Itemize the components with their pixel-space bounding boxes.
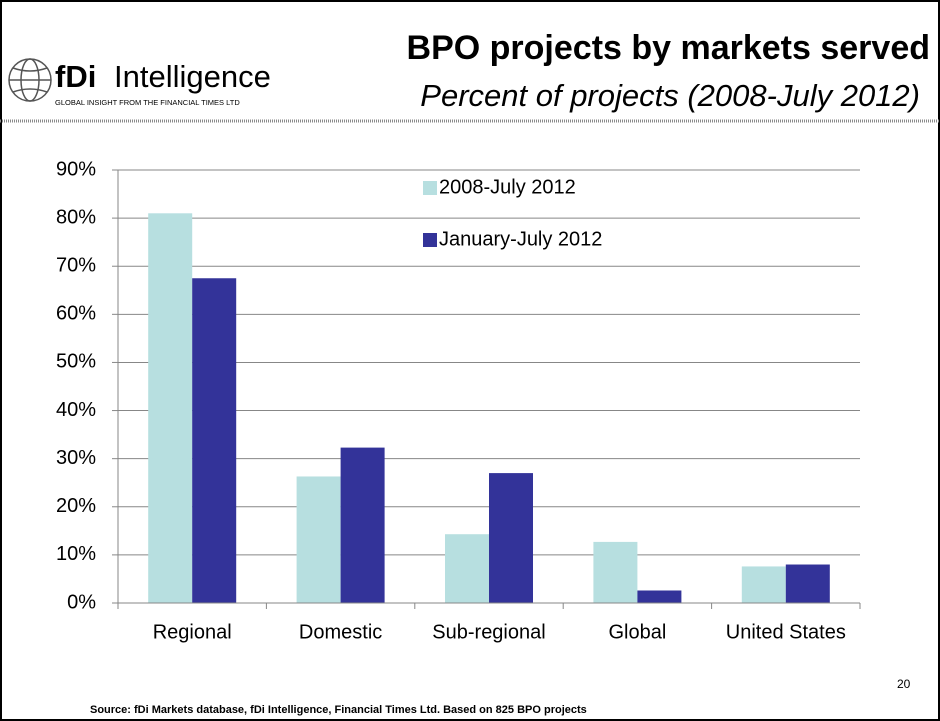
y-tick-label: 0%: [67, 591, 96, 613]
x-tick-label: Sub-regional: [432, 621, 545, 643]
chart-title: BPO projects by markets served: [407, 29, 930, 67]
logo-name: Intelligence: [114, 59, 271, 94]
bar: [445, 534, 489, 603]
legend-swatch: [423, 233, 437, 247]
legend-label: January-July 2012: [439, 228, 602, 250]
source-note: Source: fDi Markets database, fDi Intell…: [90, 704, 587, 716]
bar: [741, 566, 786, 603]
x-tick-label: United States: [726, 621, 846, 643]
legend-swatch: [423, 181, 437, 195]
bar: [785, 564, 830, 603]
bar: [340, 447, 385, 603]
y-tick-label: 50%: [56, 351, 96, 373]
y-tick-label: 90%: [56, 158, 96, 180]
legend-label: 2008-July 2012: [439, 176, 576, 198]
y-tick-label: 10%: [56, 543, 96, 565]
logo-tagline: GLOBAL INSIGHT FROM THE FINANCIAL TIMES …: [55, 98, 240, 107]
y-tick-label: 80%: [56, 206, 96, 228]
bar: [637, 590, 682, 603]
bar: [296, 476, 341, 603]
y-tick-label: 70%: [56, 255, 96, 277]
x-tick-label: Domestic: [299, 621, 382, 643]
y-tick-label: 20%: [56, 495, 96, 517]
y-tick-label: 60%: [56, 303, 96, 325]
x-tick-label: Global: [608, 621, 666, 643]
bar: [148, 213, 193, 604]
bar: [192, 278, 237, 603]
logo-brand: fDi: [55, 59, 96, 94]
bar: [489, 473, 533, 603]
bar: [593, 541, 638, 603]
y-tick-label: 40%: [56, 399, 96, 421]
y-tick-label: 30%: [56, 447, 96, 469]
chart-subtitle: Percent of projects (2008-July 2012): [420, 78, 920, 113]
logo-globe: [8, 58, 52, 102]
page-number: 20: [897, 677, 911, 691]
x-tick-label: Regional: [153, 621, 232, 643]
